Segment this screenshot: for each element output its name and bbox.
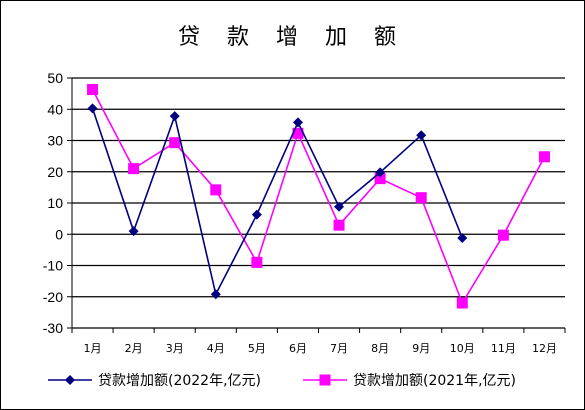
y-tick-label: 40 — [47, 101, 63, 117]
series-layer — [87, 84, 550, 309]
y-tick-label: -30 — [43, 320, 63, 336]
data-point-square — [415, 192, 427, 204]
data-point-square — [456, 297, 468, 309]
x-tick-label: 7月 — [330, 342, 348, 355]
y-tick-label: -10 — [43, 258, 63, 274]
data-point-diamond — [292, 117, 303, 128]
x-tick-label: 4月 — [207, 342, 225, 355]
y-tick-label: 10 — [47, 195, 63, 211]
x-tick-label: 6月 — [289, 342, 307, 355]
gridlines — [72, 77, 565, 329]
data-point-diamond — [375, 167, 386, 178]
data-point-diamond — [169, 111, 180, 122]
data-point-square — [87, 84, 99, 96]
data-point-diamond — [87, 103, 98, 114]
legend-marker-diamond — [65, 375, 75, 385]
data-point-square — [497, 229, 509, 241]
data-point-diamond — [416, 130, 427, 141]
y-tick-label: 50 — [47, 70, 63, 86]
x-tick-label: 12月 — [532, 342, 557, 355]
data-point-diamond — [251, 209, 262, 220]
axes: 50 40 30 20 10 0 -10 -20 -30 1月 2月 3月 4月 5月 6月 7月 8月 9月 10… — [43, 70, 566, 355]
x-tick-label: 2月 — [125, 342, 143, 355]
data-point-square — [292, 127, 304, 139]
data-point-square — [374, 173, 386, 185]
legend-label: 贷款增加额(2022年,亿元) — [98, 373, 261, 389]
series-line — [91, 89, 546, 305]
x-tick-label: 9月 — [412, 342, 430, 355]
y-tick-label: 0 — [55, 226, 63, 242]
data-point-square — [538, 151, 550, 163]
legend-marker-square — [319, 374, 331, 386]
y-tick-label: 30 — [47, 133, 63, 149]
data-point-diamond — [128, 226, 139, 237]
data-point-diamond — [334, 201, 345, 212]
x-tick-label: 11月 — [491, 342, 516, 355]
x-tick-label: 1月 — [84, 342, 102, 355]
x-tick-label: 5月 — [248, 342, 266, 355]
data-point-square — [251, 256, 263, 268]
data-point-diamond — [457, 233, 468, 243]
chart-title: 贷 款 增 加 额 — [178, 25, 406, 50]
legend: 贷款增加额(2022年,亿元) 贷款增加额(2021年,亿元) — [48, 373, 516, 389]
data-point-square — [333, 219, 345, 231]
x-tick-label: 3月 — [166, 342, 184, 355]
data-point-diamond — [210, 289, 221, 300]
data-point-square — [128, 163, 140, 175]
data-point-square — [169, 137, 181, 149]
legend-label: 贷款增加额(2021年,亿元) — [353, 373, 516, 389]
data-point-square — [210, 184, 222, 196]
x-tick-label: 10月 — [450, 342, 475, 355]
series-line — [91, 108, 464, 297]
y-tick-label: -20 — [43, 289, 63, 305]
x-tick-label: 8月 — [371, 342, 389, 355]
y-tick-label: 20 — [47, 164, 63, 180]
